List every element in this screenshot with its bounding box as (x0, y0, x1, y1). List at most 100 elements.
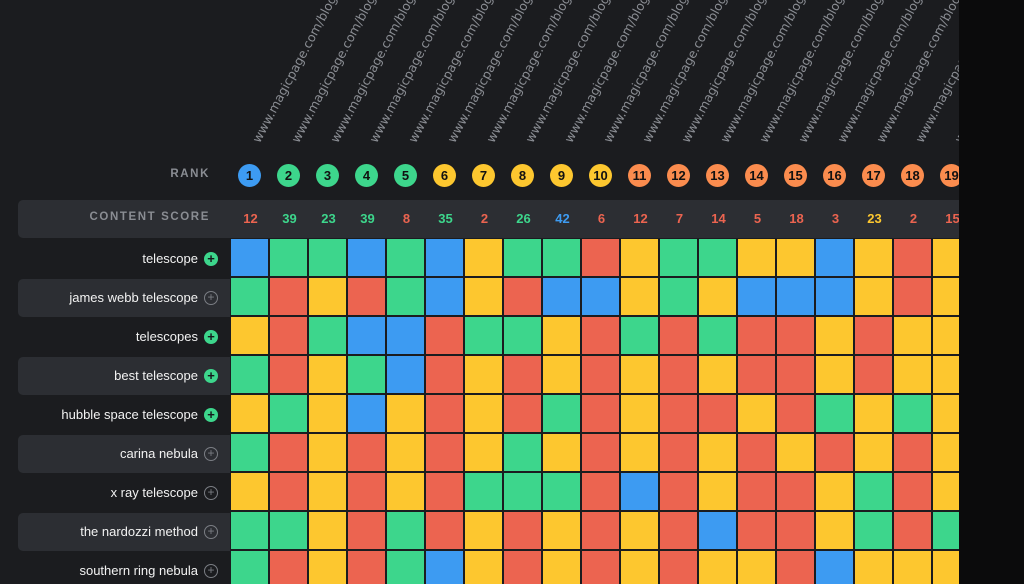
grid-cell (815, 277, 854, 316)
plus-circle-outline-icon[interactable]: + (204, 525, 218, 539)
grid-cell (581, 277, 620, 316)
grid-cell (308, 550, 347, 584)
grid-cell (464, 550, 503, 584)
grid-cell (854, 511, 893, 550)
grid-cell (308, 277, 347, 316)
grid-cell (776, 511, 815, 550)
grid-cell (269, 238, 308, 277)
content-score-7: 2 (480, 211, 489, 226)
grid-cell (659, 511, 698, 550)
grid-cell (932, 511, 959, 550)
grid-cell (854, 277, 893, 316)
grid-cell (386, 238, 425, 277)
plus-circle-outline-icon[interactable]: + (204, 564, 218, 578)
grid-cell (659, 277, 698, 316)
grid-cell (698, 433, 737, 472)
rank-badge-15: 15 (784, 164, 807, 187)
grid-cell (698, 238, 737, 277)
grid-cell (542, 394, 581, 433)
rank-badge-12: 12 (667, 164, 690, 187)
grid-cell (620, 316, 659, 355)
grid-cell (464, 472, 503, 511)
keyword-row: james webb telescope + (18, 279, 230, 317)
keyword-label: carina nebula (119, 446, 198, 461)
keyword-label: james webb telescope (69, 290, 198, 305)
keyword-row: southern ring nebula + (18, 552, 230, 584)
grid-cell (503, 472, 542, 511)
rank-badge-18: 18 (901, 164, 924, 187)
grid-cell (815, 238, 854, 277)
plus-circle-outline-icon[interactable]: + (204, 447, 218, 461)
content-score-18: 2 (909, 211, 918, 226)
grid-cell (932, 433, 959, 472)
grid-cell (347, 316, 386, 355)
grid-cell (815, 472, 854, 511)
grid-cell (698, 394, 737, 433)
rank-badge-3: 3 (316, 164, 339, 187)
grid-cell (386, 511, 425, 550)
grid-cell (308, 511, 347, 550)
keyword-label: x ray telescope (110, 485, 198, 500)
grid-cell (269, 277, 308, 316)
grid-cell (620, 472, 659, 511)
grid-cell (269, 355, 308, 394)
grid-cell (815, 394, 854, 433)
content-score-16: 3 (831, 211, 840, 226)
grid-cell (503, 511, 542, 550)
rank-badge-5: 5 (394, 164, 417, 187)
content-score-15: 18 (789, 211, 804, 226)
keyword-label: telescope (142, 251, 198, 266)
keyword-row: telescopes + (18, 318, 230, 356)
grid-cell (386, 355, 425, 394)
grid-cell (737, 394, 776, 433)
plus-circle-filled-icon[interactable]: + (204, 252, 218, 266)
grid-cell (932, 277, 959, 316)
grid-cell (659, 394, 698, 433)
grid-cell (386, 394, 425, 433)
grid-cell (776, 277, 815, 316)
grid-cell (581, 238, 620, 277)
rank-label: RANK (170, 168, 210, 180)
grid-cell (893, 433, 932, 472)
grid-cell (425, 316, 464, 355)
plus-circle-outline-icon[interactable]: + (204, 486, 218, 500)
grid-cell (620, 238, 659, 277)
grid-cell (893, 394, 932, 433)
plus-circle-filled-icon[interactable]: + (204, 330, 218, 344)
grid-cell (620, 277, 659, 316)
grid-cell (932, 238, 959, 277)
rank-badge-16: 16 (823, 164, 846, 187)
grid-cell (893, 277, 932, 316)
grid-cell (776, 550, 815, 584)
grid-cell (581, 394, 620, 433)
grid-cell (464, 238, 503, 277)
grid-cell (854, 316, 893, 355)
plus-circle-filled-icon[interactable]: + (204, 408, 218, 422)
content-score-row (18, 200, 959, 238)
grid-cell (698, 472, 737, 511)
rank-badge-4: 4 (355, 164, 378, 187)
grid-cell (698, 550, 737, 584)
content-score-4: 39 (360, 211, 375, 226)
plus-circle-filled-icon[interactable]: + (204, 369, 218, 383)
content-score-13: 14 (711, 211, 726, 226)
keyword-label: the nardozzi method (80, 524, 198, 539)
keyword-row: best telescope + (18, 357, 230, 395)
rank-badge-19: 19 (940, 164, 959, 187)
grid-cell (620, 511, 659, 550)
grid-cell (308, 394, 347, 433)
content-score-12: 7 (675, 211, 684, 226)
grid-cell (776, 433, 815, 472)
grid-cell (308, 238, 347, 277)
grid-cell (737, 472, 776, 511)
grid-cell (308, 472, 347, 511)
plus-circle-outline-icon[interactable]: + (204, 291, 218, 305)
grid-cell (854, 472, 893, 511)
content-score-14: 5 (753, 211, 762, 226)
grid-cell (854, 433, 893, 472)
content-score-17: 23 (867, 211, 882, 226)
content-score-3: 23 (321, 211, 336, 226)
grid-cell (230, 511, 269, 550)
grid-cell (737, 511, 776, 550)
grid-cell (464, 355, 503, 394)
